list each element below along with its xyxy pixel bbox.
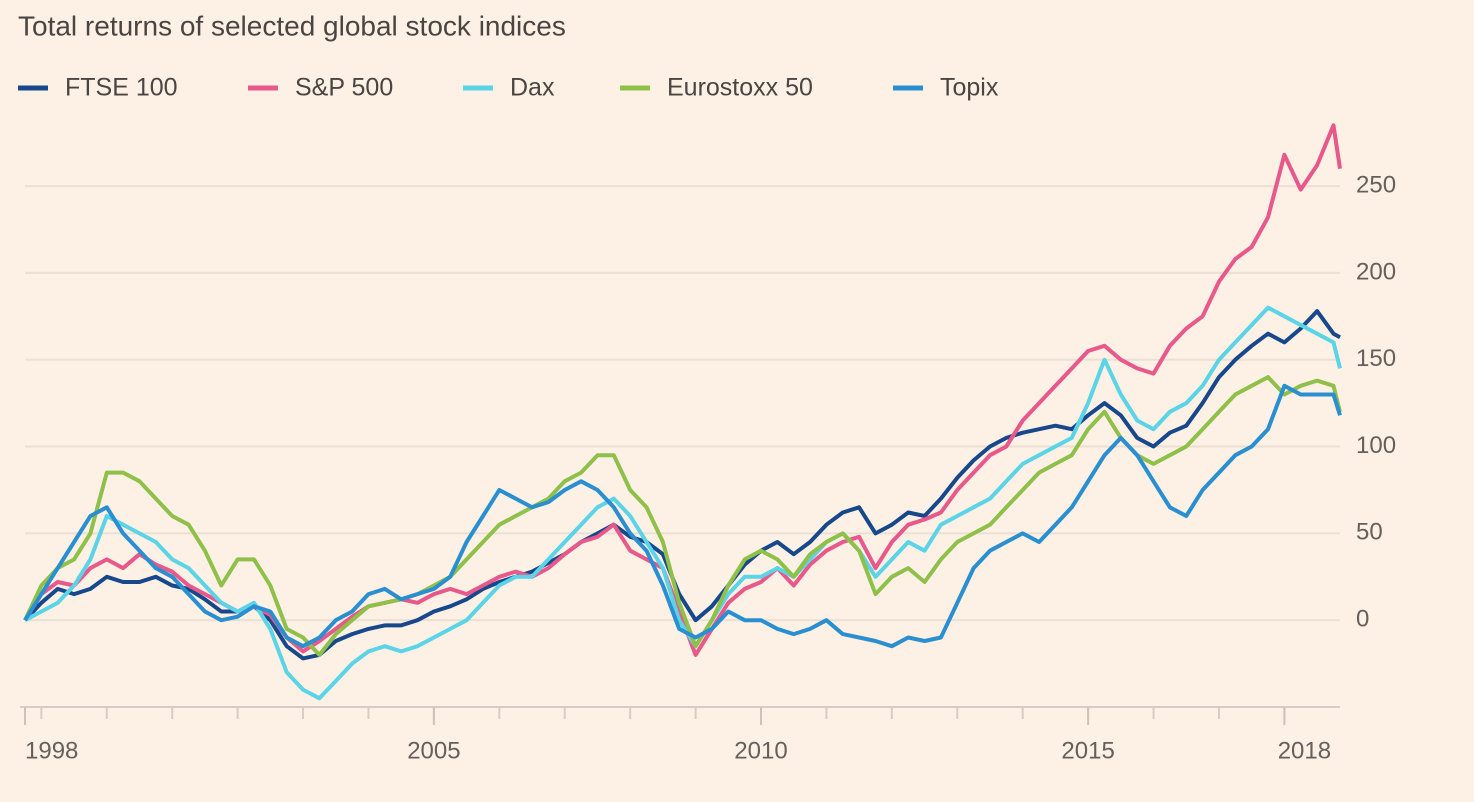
- y-tick-label: 0: [1356, 606, 1369, 633]
- legend-label: Topix: [940, 74, 999, 102]
- x-tick-label: 2005: [407, 737, 460, 764]
- chart-title: Total returns of selected global stock i…: [18, 10, 566, 41]
- y-tick-label: 150: [1356, 345, 1396, 372]
- series-line: [23, 123, 1342, 657]
- legend-label: S&P 500: [295, 74, 393, 102]
- x-tick-label: 2010: [734, 737, 787, 764]
- y-tick-label: 100: [1356, 432, 1396, 459]
- y-tick-label: 50: [1356, 519, 1383, 546]
- x-tick-label: 2015: [1061, 737, 1114, 764]
- series-line: [24, 305, 1342, 701]
- legend-label: Eurostoxx 50: [667, 74, 813, 102]
- x-tick-label: 1998: [25, 737, 78, 764]
- y-tick-label: 200: [1356, 258, 1396, 285]
- legend-label: Dax: [510, 74, 555, 102]
- x-tick-label: 2018: [1278, 737, 1331, 764]
- legend-label: FTSE 100: [65, 74, 178, 102]
- y-tick-label: 250: [1356, 171, 1396, 198]
- series-line: [23, 383, 1342, 649]
